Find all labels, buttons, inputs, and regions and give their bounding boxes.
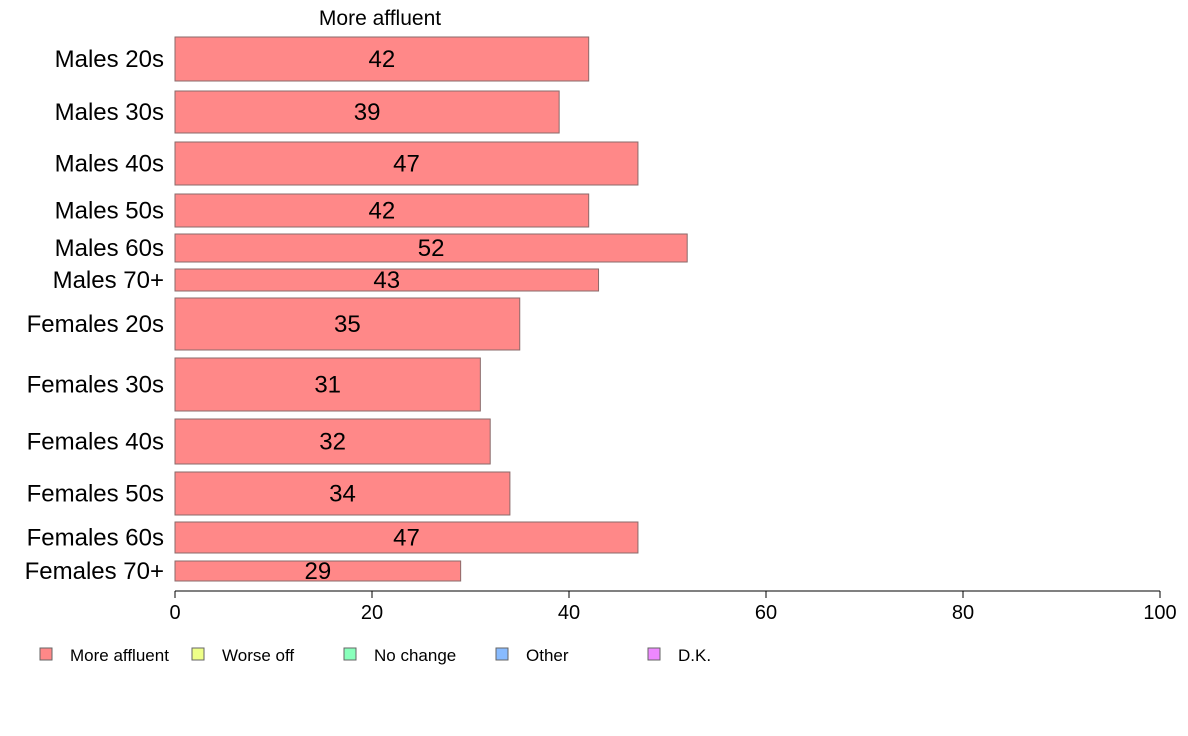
data-label: 31 — [314, 372, 341, 399]
category-label: Males 50s — [55, 198, 164, 225]
bar — [174, 357, 481, 412]
category-label: Males 60s — [55, 235, 164, 262]
data-label: 35 — [334, 311, 361, 338]
category-label: Females 30s — [27, 372, 164, 399]
bar — [174, 268, 600, 292]
legend-swatch — [39, 647, 53, 661]
data-label: 43 — [373, 267, 400, 294]
data-label: 39 — [354, 99, 381, 126]
bar — [174, 36, 590, 82]
data-label: 32 — [319, 429, 346, 456]
category-label: Males 30s — [55, 99, 164, 126]
bar — [174, 418, 491, 465]
category-label: Females 40s — [27, 429, 164, 456]
data-label: 47 — [393, 151, 420, 178]
bar — [174, 233, 688, 263]
category-label: Females 50s — [27, 481, 164, 508]
x-tick-label: 80 — [952, 602, 974, 624]
x-axis: 0 20 40 60 80 100 — [169, 590, 1177, 624]
bar — [174, 560, 462, 582]
legend-swatch — [191, 647, 205, 661]
x-tick-label: 100 — [1143, 602, 1176, 624]
data-label: 34 — [329, 481, 356, 508]
category-label: Females 70+ — [25, 558, 164, 585]
data-label: 29 — [304, 558, 331, 585]
legend-label: Other — [526, 646, 569, 665]
x-tick-label: 20 — [361, 602, 383, 624]
data-label: 42 — [368, 46, 395, 73]
legend-label: More affluent — [70, 646, 169, 665]
chart-title: More affluent — [319, 7, 441, 30]
x-tick-label: 60 — [755, 602, 777, 624]
bars-group: Males 20s 42 Males 30s 39 Males 40s 47 Males 5… — [25, 36, 688, 585]
bar — [174, 141, 639, 186]
bar — [174, 90, 560, 134]
category-label: Males 40s — [55, 151, 164, 178]
category-label: Males 70+ — [53, 267, 164, 294]
legend: More affluent Worse off No change Other D.K. — [39, 646, 711, 665]
bar — [174, 471, 511, 516]
category-label: Females 60s — [27, 525, 164, 552]
data-label: 52 — [418, 235, 445, 262]
bar — [174, 297, 521, 351]
bar — [174, 193, 590, 228]
category-label: Males 20s — [55, 46, 164, 73]
category-label: Females 20s — [27, 311, 164, 338]
data-label: 42 — [368, 198, 395, 225]
x-tick-label: 40 — [558, 602, 580, 624]
legend-swatch — [343, 647, 357, 661]
legend-label: D.K. — [678, 646, 711, 665]
legend-label: Worse off — [222, 646, 294, 665]
bar — [174, 521, 639, 554]
legend-swatch — [647, 647, 661, 661]
data-label: 47 — [393, 525, 420, 552]
legend-label: No change — [374, 646, 456, 665]
legend-swatch — [495, 647, 509, 661]
x-tick-label: 0 — [169, 602, 180, 624]
